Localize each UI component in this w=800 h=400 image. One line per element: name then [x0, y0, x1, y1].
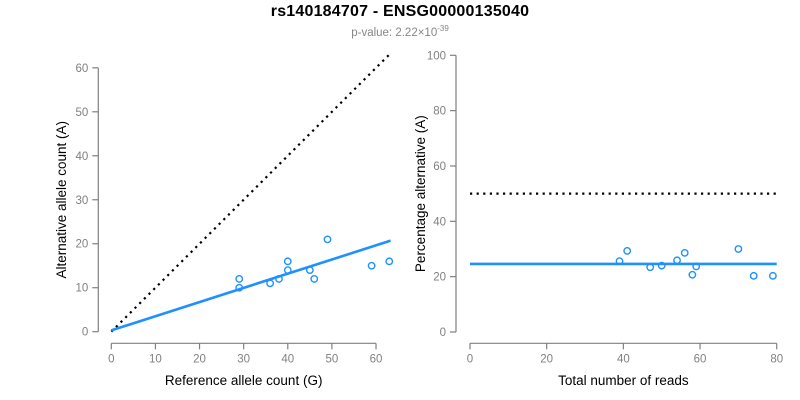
left-x-axis-title: Reference allele count (G) [165, 373, 323, 388]
fit-line [110, 239, 391, 332]
y-tick-label: 100 [427, 50, 446, 62]
y-tick-label: 0 [440, 327, 446, 339]
y-tick-label: 20 [76, 239, 89, 251]
x-tick-label: 10 [149, 353, 162, 365]
right-data-point [673, 256, 681, 265]
right-data-point [646, 263, 655, 272]
left-data-point [323, 235, 332, 244]
x-tick-label: 20 [540, 353, 553, 365]
y-tick-label: 20 [433, 272, 446, 284]
left-data-point [367, 261, 376, 270]
x-tick-label: 30 [237, 353, 250, 365]
right-data-point [768, 271, 777, 280]
y-tick-label: 40 [433, 216, 446, 228]
right-data-point [680, 248, 689, 257]
right-data-point [615, 257, 624, 266]
left-data-point [385, 257, 394, 266]
right-data-point [692, 262, 701, 271]
x-tick-label: 60 [694, 353, 707, 365]
p-value-exponent: -39 [437, 24, 449, 33]
right-data-point [657, 261, 666, 270]
x-tick-label: 40 [281, 353, 294, 365]
right-data-point [734, 245, 743, 253]
right-data-point [688, 270, 697, 279]
left-data-point [283, 266, 292, 275]
left-y-axis-title: Alternative allele count (A) [54, 121, 69, 279]
y-tick-label: 60 [76, 63, 89, 75]
figure-subtitle: p-value: 2.22×10-39 [0, 24, 800, 39]
x-tick-label: 50 [326, 353, 339, 365]
p-value-base: p-value: 2.22×10 [351, 26, 438, 39]
right-y-axis-title: Percentage alternative (A) [413, 115, 428, 272]
x-tick-label: 60 [370, 353, 383, 365]
y-tick-label: 10 [76, 283, 89, 295]
right-data-point [749, 271, 758, 280]
y-tick-label: 0 [82, 327, 88, 339]
left-data-point [235, 275, 244, 283]
y-tick-label: 80 [433, 106, 446, 118]
x-tick-label: 0 [108, 353, 114, 365]
identity-line [110, 53, 391, 333]
left-plot-panel: 0 10 20 30 40 50 60 0 10 20 30 40 50 60 Reference alle… [54, 53, 394, 388]
right-data-point [623, 247, 632, 255]
y-tick-label: 60 [433, 161, 446, 173]
y-tick-label: 30 [76, 195, 89, 207]
left-data-point [283, 257, 292, 266]
figure-title: rs140184707 - ENSG00000135040 [270, 3, 530, 20]
left-data-point [266, 279, 275, 288]
x-tick-label: 80 [770, 353, 783, 365]
right-x-axis-title: Total number of reads [558, 373, 689, 388]
left-data-point [305, 266, 314, 275]
y-tick-label: 50 [76, 107, 89, 119]
y-tick-label: 40 [76, 151, 89, 163]
x-tick-label: 20 [193, 353, 206, 365]
right-plot-panel: 0 20 40 60 80 0 20 40 60 80 100 Total number of rea… [413, 50, 783, 388]
left-data-point [310, 275, 319, 283]
x-tick-label: 40 [617, 353, 630, 365]
left-data-point [235, 283, 244, 292]
x-tick-label: 0 [467, 353, 473, 365]
left-data-point [275, 275, 283, 283]
